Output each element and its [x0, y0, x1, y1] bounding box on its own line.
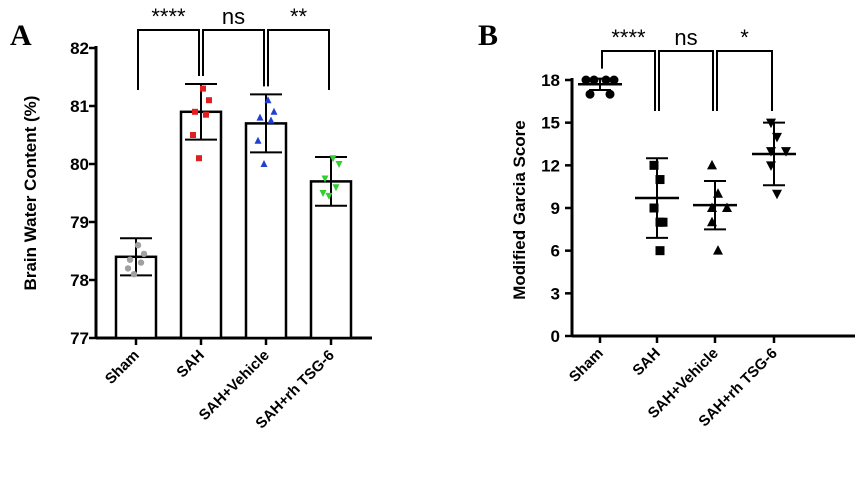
b-significance-bracket — [601, 50, 656, 111]
a-data-point — [126, 256, 134, 263]
panel-b-letter: B — [478, 19, 498, 52]
a-y-tick-label: 80 — [70, 155, 89, 174]
a-data-point — [270, 107, 278, 115]
a-data-point — [140, 250, 148, 258]
b-category-label: Sham — [566, 345, 607, 386]
a-data-point — [335, 161, 343, 168]
a-data-point — [130, 271, 138, 278]
b-data-point — [649, 160, 659, 170]
a-data-point — [319, 190, 327, 197]
a-data-point — [200, 85, 206, 92]
b-data-point — [585, 89, 595, 99]
a-y-tick-label: 82 — [70, 39, 89, 58]
a-bar — [179, 110, 223, 340]
a-data-point — [325, 192, 333, 200]
b-y-tick-label: 9 — [551, 199, 560, 218]
a-significance-bracket — [202, 29, 265, 87]
a-y-tick-label: 77 — [70, 329, 89, 348]
a-data-point — [134, 242, 142, 249]
b-data-point — [649, 203, 659, 213]
a-data-point — [206, 97, 212, 104]
a-y-tick-label: 79 — [70, 213, 89, 232]
a-data-point — [254, 136, 262, 144]
b-y-tick-label: 0 — [551, 327, 560, 346]
b-data-point — [707, 159, 717, 170]
a-significance-bracket — [137, 29, 200, 90]
a-y-axis-title: Brain Water Content (%) — [21, 96, 40, 291]
b-data-point — [609, 75, 619, 85]
b-data-point — [722, 202, 732, 212]
a-category-label: Sham — [102, 347, 143, 388]
b-data-point — [713, 245, 723, 255]
a-data-point — [256, 113, 264, 121]
b-y-tick-label: 12 — [541, 156, 560, 175]
a-data-point — [321, 175, 329, 183]
a-y-tick-label: 81 — [70, 97, 89, 116]
b-data-point — [658, 217, 668, 227]
b-data-point — [655, 246, 665, 256]
b-data-point — [781, 147, 791, 157]
b-category-label: SAH — [629, 345, 663, 379]
a-data-point — [267, 116, 275, 124]
a-data-point — [196, 155, 202, 162]
a-data-point — [137, 259, 145, 266]
a-data-point — [124, 265, 132, 272]
a-data-point — [192, 108, 198, 115]
a-significance-bracket — [267, 29, 330, 90]
a-bar — [244, 122, 288, 340]
b-y-tick-label: 3 — [551, 284, 560, 303]
a-y-tick-label: 78 — [70, 271, 89, 290]
b-significance-label: ns — [674, 25, 697, 50]
b-y-axis-title: Modified Garcia Score — [510, 120, 529, 300]
a-bar — [309, 180, 353, 340]
b-data-point — [772, 189, 782, 200]
a-data-point — [329, 155, 337, 163]
b-data-point — [581, 75, 591, 85]
b-significance-bracket — [658, 50, 714, 111]
b-significance-label: **** — [611, 25, 646, 50]
a-significance-label: ns — [222, 4, 245, 29]
a-data-point — [332, 184, 340, 192]
a-category-label: SAH — [173, 347, 207, 381]
a-data-point — [264, 96, 272, 104]
b-significance-bracket — [716, 50, 773, 111]
b-data-point — [605, 89, 615, 99]
a-data-point — [260, 160, 268, 167]
panel-a-letter: A — [10, 19, 32, 52]
b-significance-label: * — [740, 25, 749, 50]
b-y-tick-label: 6 — [551, 242, 560, 261]
b-y-tick-label: 15 — [541, 114, 560, 133]
b-data-point — [655, 175, 665, 185]
a-data-point — [203, 111, 209, 118]
a-significance-label: **** — [151, 4, 186, 29]
a-data-point — [190, 132, 196, 138]
a-significance-label: ** — [290, 4, 308, 29]
b-y-tick-label: 18 — [541, 71, 560, 90]
